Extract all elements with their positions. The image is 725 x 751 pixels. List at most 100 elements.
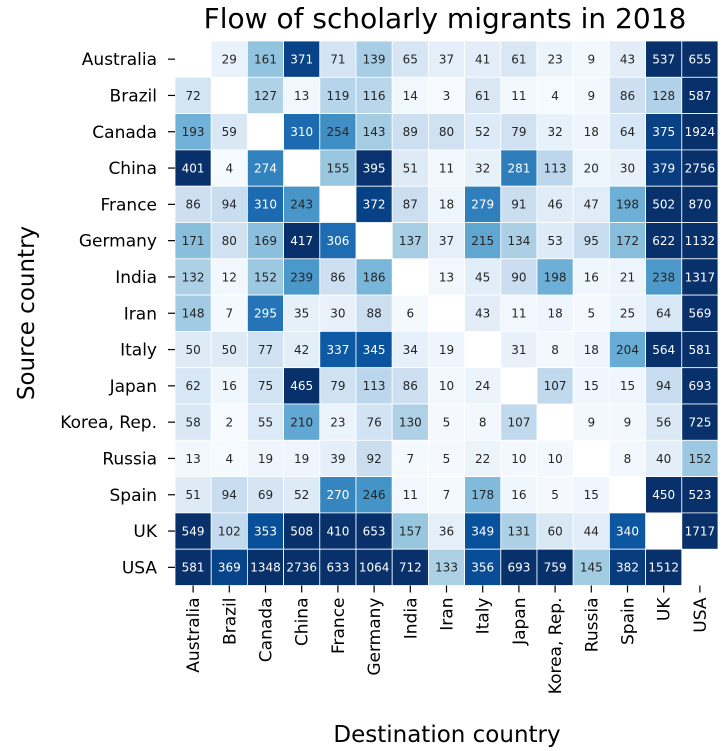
heatmap-cell: [609, 113, 647, 151]
cell-value-label: 116: [363, 89, 386, 103]
heatmap-cell: [174, 149, 212, 187]
heatmap-cell: [427, 76, 465, 115]
heatmap-cell: [681, 403, 719, 441]
cell-value-label: 21: [620, 270, 635, 284]
cell-value-label: 9: [587, 89, 595, 103]
cell-value-label: 16: [222, 379, 237, 393]
cell-value-label: 655: [688, 52, 711, 66]
heatmap-cell: [609, 40, 647, 78]
chart-title: Flow of scholarly migrants in 2018: [204, 2, 687, 35]
cell-value-label: 15: [620, 379, 635, 393]
cell-value-label: 86: [403, 379, 418, 393]
heatmap-cell: [283, 113, 321, 151]
heatmap-cell: [609, 512, 647, 550]
heatmap-cell: [427, 222, 465, 260]
cell-value-label: 29: [222, 52, 237, 66]
cell-value-label: 18: [584, 125, 599, 139]
cell-value-label: 94: [222, 488, 237, 502]
heatmap-cell: [681, 512, 719, 550]
cell-value-label: 64: [656, 307, 671, 321]
heatmap-cell: [391, 222, 429, 260]
heatmap-cell: [319, 476, 357, 514]
cell-value-label: 633: [326, 561, 349, 575]
cell-value-label: 65: [403, 52, 418, 66]
cell-value-label: 15: [584, 379, 599, 393]
cell-value-label: 171: [182, 234, 205, 248]
heatmap-cell: [536, 185, 574, 223]
cell-value-label: 50: [222, 343, 237, 357]
cell-value-label: 193: [182, 125, 205, 139]
heatmap-cell: [500, 76, 538, 115]
cell-value-label: 56: [656, 415, 671, 429]
cell-value-label: 274: [254, 161, 277, 175]
cell-value-label: 18: [584, 343, 599, 357]
row-tick-label: Germany: [79, 232, 157, 252]
heatmap-cell: [246, 76, 284, 115]
cell-value-label: 77: [258, 343, 273, 357]
cell-value-label: 417: [290, 234, 313, 248]
cell-value-label: 132: [182, 270, 205, 284]
heatmap-cell: [174, 548, 212, 586]
cell-value-label: 410: [326, 524, 349, 538]
cell-value-label: 239: [290, 270, 313, 284]
heatmap-cell: [319, 294, 357, 332]
cell-value-label: 653: [363, 524, 386, 538]
cell-value-label: 11: [511, 307, 526, 321]
cell-value-label: 80: [439, 125, 454, 139]
heatmap-cell: [681, 330, 719, 369]
cell-value-label: 133: [435, 561, 458, 575]
cell-value-label: 51: [403, 161, 418, 175]
heatmap-cell: [246, 548, 284, 586]
cell-value-label: 90: [511, 270, 526, 284]
heatmap-cell: [500, 222, 538, 260]
cell-value-label: 372: [363, 198, 386, 212]
cell-value-label: 107: [544, 379, 567, 393]
heatmap-cell: [572, 512, 610, 550]
cell-value-label: 52: [294, 488, 309, 502]
heatmap-cell: [391, 294, 429, 332]
row-tick-label: India: [115, 268, 157, 288]
heatmap-cell: [355, 548, 393, 586]
heatmap-cell: [609, 439, 647, 477]
cell-value-label: 113: [363, 379, 386, 393]
cell-value-label: 581: [688, 343, 711, 357]
heatmap-cell: [427, 149, 465, 187]
cell-value-label: 4: [225, 452, 233, 466]
heatmap-cell: [572, 258, 610, 296]
heatmap-cell: [210, 222, 248, 260]
cell-value-label: 12: [222, 270, 237, 284]
cell-value-label: 169: [254, 234, 277, 248]
heatmap-cell: [572, 185, 610, 223]
cell-value-label: 581: [182, 561, 205, 575]
heatmap-cell: [572, 113, 610, 151]
cell-value-label: 20: [584, 161, 599, 175]
row-tick-label: China: [108, 159, 157, 179]
cell-value-label: 71: [330, 52, 345, 66]
cell-value-label: 9: [587, 415, 595, 429]
heatmap-cell: [246, 403, 284, 441]
cell-value-label: 371: [290, 52, 313, 66]
cell-value-label: 310: [290, 125, 313, 139]
heatmap-cell: [355, 258, 393, 296]
cell-value-label: 270: [326, 488, 349, 502]
cell-value-label: 161: [254, 52, 277, 66]
cell-value-label: 94: [656, 379, 671, 393]
heatmap-cell: [210, 113, 248, 151]
cell-value-label: 13: [185, 452, 200, 466]
heatmap-cell: [246, 439, 284, 477]
heatmap-cell: [210, 294, 248, 332]
row-tick-label: Italy: [120, 341, 157, 361]
cell-value-label: 306: [326, 234, 349, 248]
cell-value-label: 5: [551, 488, 559, 502]
heatmap-cell: [464, 40, 502, 78]
cell-value-label: 172: [616, 234, 639, 248]
heatmap-cell: [536, 294, 574, 332]
heatmap-cell: [319, 76, 357, 115]
cell-value-label: 622: [652, 234, 675, 248]
heatmap-cell: [464, 403, 502, 441]
cell-value-label: 2756: [685, 161, 716, 175]
heatmap-cell: [572, 222, 610, 260]
row-tick-label: Iran: [124, 304, 157, 324]
heatmap-cell: [572, 476, 610, 514]
heatmap-cell: [681, 294, 719, 332]
